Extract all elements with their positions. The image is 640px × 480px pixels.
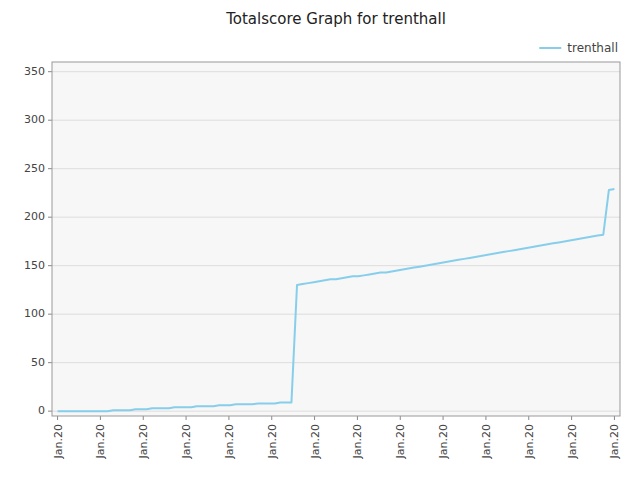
grid-line xyxy=(52,411,620,412)
tick-mark xyxy=(48,411,52,412)
grid-line xyxy=(52,217,620,218)
tick-mark xyxy=(57,416,58,420)
tick-label: 300 xyxy=(24,113,45,126)
tick-mark xyxy=(400,416,401,420)
tick-mark xyxy=(186,416,187,420)
series-line xyxy=(58,189,615,411)
tick-label: Jan.20 xyxy=(52,424,65,459)
tick-mark xyxy=(48,217,52,218)
tick-label: Jan.20 xyxy=(223,424,236,459)
tick-mark xyxy=(48,265,52,266)
tick-mark xyxy=(48,71,52,72)
tick-label: 0 xyxy=(38,404,45,417)
tick-mark xyxy=(528,416,529,420)
tick-mark xyxy=(48,168,52,169)
tick-label: Jan.20 xyxy=(180,424,193,459)
tick-mark xyxy=(143,416,144,420)
tick-label: 350 xyxy=(24,65,45,78)
tick-label: Jan.20 xyxy=(394,424,407,459)
tick-mark xyxy=(100,416,101,420)
tick-label: 50 xyxy=(31,356,45,369)
grid-line xyxy=(52,168,620,169)
tick-label: 250 xyxy=(24,162,45,175)
tick-mark xyxy=(614,416,615,420)
grid-line xyxy=(52,71,620,72)
x-axis: Jan.20 Jan.20 Jan.20 Jan.20 Jan.20 Jan.20 Jan.… xyxy=(52,416,622,459)
tick-mark xyxy=(48,314,52,315)
plot-area xyxy=(52,62,620,416)
tick-label: Jan.20 xyxy=(351,424,364,459)
tick-mark xyxy=(271,416,272,420)
tick-label: Jan.20 xyxy=(266,424,279,459)
tick-mark xyxy=(443,416,444,420)
tick-label: Jan.20 xyxy=(480,424,493,459)
tick-label: 100 xyxy=(24,307,45,320)
tick-label: 150 xyxy=(24,259,45,272)
legend: trenthall xyxy=(539,41,618,55)
tick-label: Jan.20 xyxy=(437,424,450,459)
tick-label: Jan.20 xyxy=(523,424,536,459)
grid-line xyxy=(52,314,620,315)
tick-label: Jan.20 xyxy=(566,424,579,459)
data-group xyxy=(58,189,615,411)
tick-label: Jan.20 xyxy=(137,424,150,459)
tick-mark xyxy=(485,416,486,420)
tick-label: Jan.20 xyxy=(608,424,621,459)
plot-frame xyxy=(52,62,620,416)
tick-mark xyxy=(571,416,572,420)
tick-mark xyxy=(228,416,229,420)
tick-label: Jan.20 xyxy=(309,424,322,459)
tick-label: 200 xyxy=(24,210,45,223)
tick-mark xyxy=(314,416,315,420)
chart: 050100150200250300350Jan.20Jan.20Jan.20J… xyxy=(0,0,640,480)
tick-label: Jan.20 xyxy=(94,424,107,459)
legend-label: trenthall xyxy=(567,41,618,55)
title: Totalscore Graph for trenthall xyxy=(225,10,446,28)
grid-line xyxy=(52,265,620,266)
grid-line xyxy=(52,362,620,363)
y-axis: 0 50 100 150 200 250 300 350 xyxy=(24,65,620,417)
tick-mark xyxy=(357,416,358,420)
tick-mark xyxy=(48,362,52,363)
grid-line xyxy=(52,120,620,121)
tick-mark xyxy=(48,120,52,121)
legend-swatch xyxy=(539,47,561,49)
